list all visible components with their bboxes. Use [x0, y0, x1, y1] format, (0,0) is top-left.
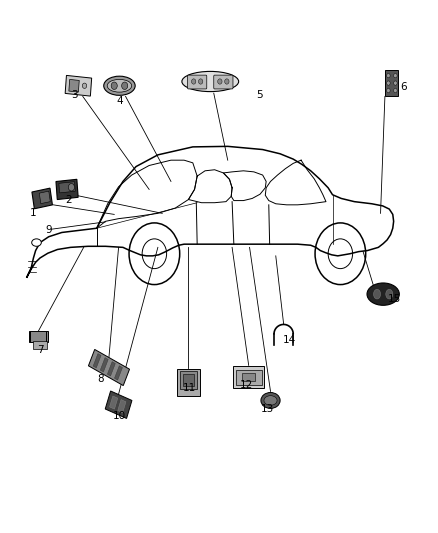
Text: 7: 7 — [37, 345, 43, 356]
Polygon shape — [183, 374, 194, 386]
Circle shape — [394, 74, 397, 78]
Text: 9: 9 — [46, 225, 52, 236]
Polygon shape — [88, 350, 130, 385]
Text: 11: 11 — [183, 383, 196, 393]
Circle shape — [129, 223, 180, 285]
Circle shape — [225, 79, 229, 84]
Text: 12: 12 — [240, 379, 253, 390]
Circle shape — [198, 79, 203, 84]
Polygon shape — [69, 79, 79, 92]
Circle shape — [394, 88, 397, 93]
Circle shape — [122, 82, 128, 90]
Polygon shape — [114, 366, 123, 380]
Polygon shape — [39, 191, 50, 204]
FancyBboxPatch shape — [187, 75, 207, 89]
FancyBboxPatch shape — [214, 75, 233, 89]
Circle shape — [111, 82, 117, 90]
Polygon shape — [100, 358, 108, 372]
Polygon shape — [28, 332, 48, 342]
Polygon shape — [107, 362, 115, 376]
Polygon shape — [385, 70, 399, 96]
Circle shape — [218, 79, 222, 84]
Polygon shape — [110, 396, 118, 409]
Ellipse shape — [32, 239, 41, 246]
Polygon shape — [93, 353, 101, 368]
Text: 10: 10 — [113, 411, 126, 422]
Text: 14: 14 — [283, 335, 297, 345]
Text: 3: 3 — [71, 90, 78, 100]
Circle shape — [315, 223, 366, 285]
Polygon shape — [32, 188, 53, 209]
Polygon shape — [180, 371, 197, 389]
Text: 2: 2 — [65, 195, 72, 205]
Circle shape — [82, 83, 87, 88]
Polygon shape — [177, 369, 200, 395]
Polygon shape — [233, 367, 265, 387]
Circle shape — [191, 79, 196, 84]
Circle shape — [387, 88, 390, 93]
Polygon shape — [105, 391, 132, 418]
Ellipse shape — [264, 395, 277, 405]
Text: 6: 6 — [400, 82, 406, 92]
Ellipse shape — [386, 289, 393, 299]
Ellipse shape — [261, 392, 280, 408]
Circle shape — [68, 183, 74, 191]
Circle shape — [394, 81, 397, 85]
Circle shape — [387, 74, 390, 78]
Circle shape — [387, 81, 390, 85]
Polygon shape — [242, 373, 255, 381]
Polygon shape — [33, 341, 46, 350]
Text: 15: 15 — [388, 294, 401, 304]
Text: 13: 13 — [261, 404, 275, 414]
Polygon shape — [236, 369, 262, 384]
Text: 5: 5 — [256, 90, 262, 100]
Ellipse shape — [182, 71, 239, 92]
Text: 8: 8 — [97, 374, 103, 384]
Text: 4: 4 — [116, 95, 123, 106]
Polygon shape — [56, 179, 78, 199]
Ellipse shape — [107, 79, 132, 92]
Polygon shape — [65, 75, 92, 96]
Polygon shape — [118, 400, 126, 413]
Text: 1: 1 — [30, 208, 37, 219]
Ellipse shape — [374, 289, 381, 299]
Ellipse shape — [367, 283, 399, 305]
Ellipse shape — [104, 76, 135, 95]
Polygon shape — [59, 182, 75, 193]
